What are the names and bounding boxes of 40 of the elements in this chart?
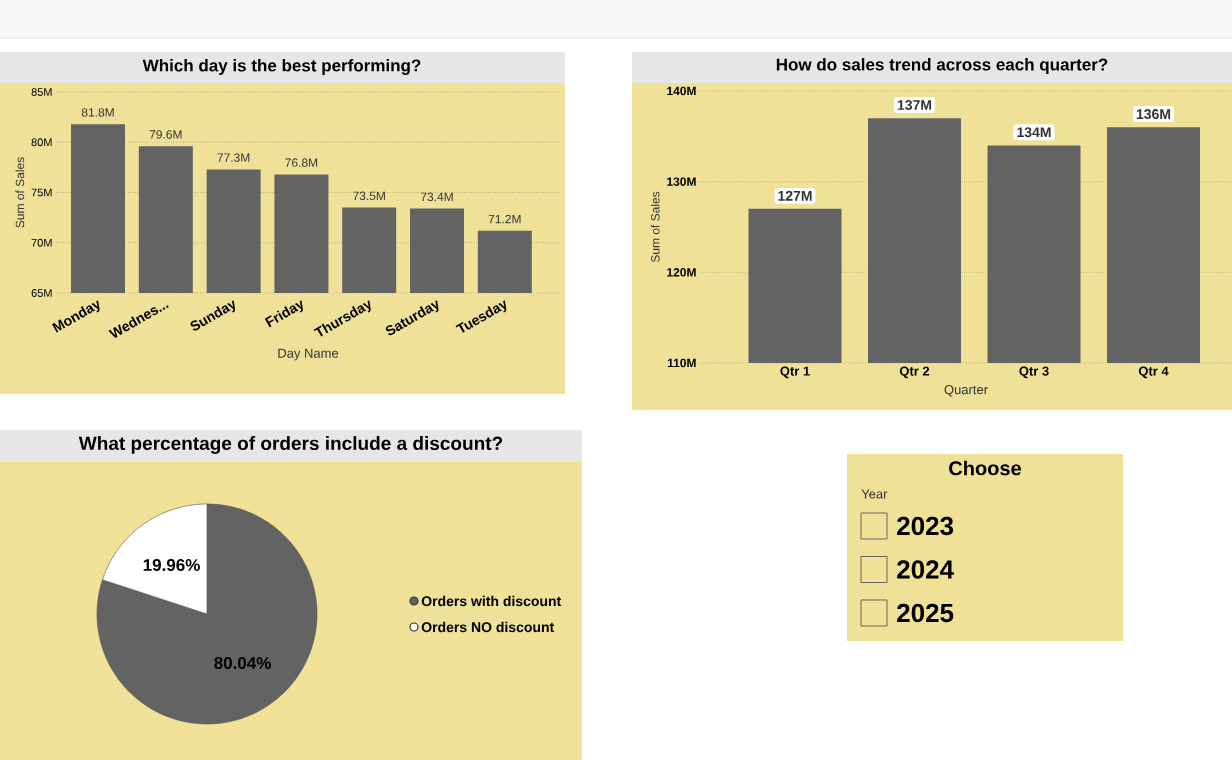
- data-label: 77.3M: [217, 153, 250, 162]
- x-tick-label: Qtr 3: [1019, 366, 1049, 379]
- data-label: 81.8M: [81, 108, 114, 117]
- x-tick-label: Qtr 1: [780, 366, 810, 379]
- y-tick-label: 85M: [31, 88, 52, 96]
- data-label: 73.5M: [353, 191, 385, 201]
- y-tick-label: 65M: [31, 289, 52, 297]
- y-tick-label: 130M: [667, 177, 696, 186]
- text: Choose: [949, 460, 1021, 476]
- chart-title: How do sales trend across each quarter?: [776, 58, 1108, 74]
- y-tick-label: 75M: [31, 188, 52, 197]
- y-tick-label: 70M: [31, 238, 52, 247]
- data-label: 134M: [1017, 127, 1051, 138]
- y-tick-label: 120M: [667, 268, 696, 277]
- x-tick-label: Qtr 4: [1138, 366, 1169, 379]
- category-label: 2025: [897, 603, 954, 623]
- data-label: 136M: [1136, 109, 1171, 120]
- data-label: 19.96%: [143, 558, 200, 572]
- category-label: 2024: [897, 560, 954, 579]
- data-label: 127M: [778, 190, 812, 201]
- x-tick-label: Qtr 2: [899, 366, 930, 379]
- data-label: 137M: [897, 100, 932, 110]
- y-tick-label: 140M: [667, 86, 696, 96]
- category-label: 2023: [897, 516, 954, 536]
- data-label: 73.4M: [420, 192, 453, 202]
- y-tick-label: 80M: [31, 138, 52, 147]
- data-label: 79.6M: [149, 130, 182, 139]
- data-label: 71.2M: [488, 214, 521, 224]
- chart-title: Which day is the best performing?: [142, 59, 421, 75]
- x-axis-title: Quarter: [944, 385, 988, 397]
- text: Year: [861, 489, 888, 499]
- data-label: 76.8M: [285, 158, 318, 167]
- y-axis-title: Sum of Sales: [15, 157, 25, 228]
- legend-label: Orders NO discount: [421, 621, 555, 633]
- x-axis-title: Day Name: [278, 348, 339, 361]
- y-axis-title: Sum of Sales: [650, 191, 660, 263]
- legend-label: Orders with discount: [421, 595, 562, 607]
- data-label: 80.04%: [214, 656, 271, 669]
- y-tick-label: 110M: [667, 358, 696, 368]
- chart-title: What percentage of orders include a discount?: [78, 436, 503, 454]
